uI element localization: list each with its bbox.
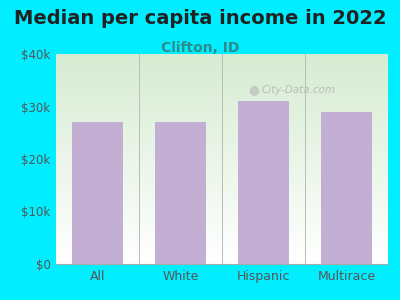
Bar	[321, 112, 372, 264]
Text: ●: ●	[248, 83, 259, 96]
Text: Clifton, ID: Clifton, ID	[161, 40, 239, 55]
Bar	[155, 122, 206, 264]
Bar	[72, 122, 123, 264]
Text: City-Data.com: City-Data.com	[261, 85, 336, 95]
Bar	[238, 101, 289, 264]
Text: Median per capita income in 2022: Median per capita income in 2022	[14, 9, 386, 28]
